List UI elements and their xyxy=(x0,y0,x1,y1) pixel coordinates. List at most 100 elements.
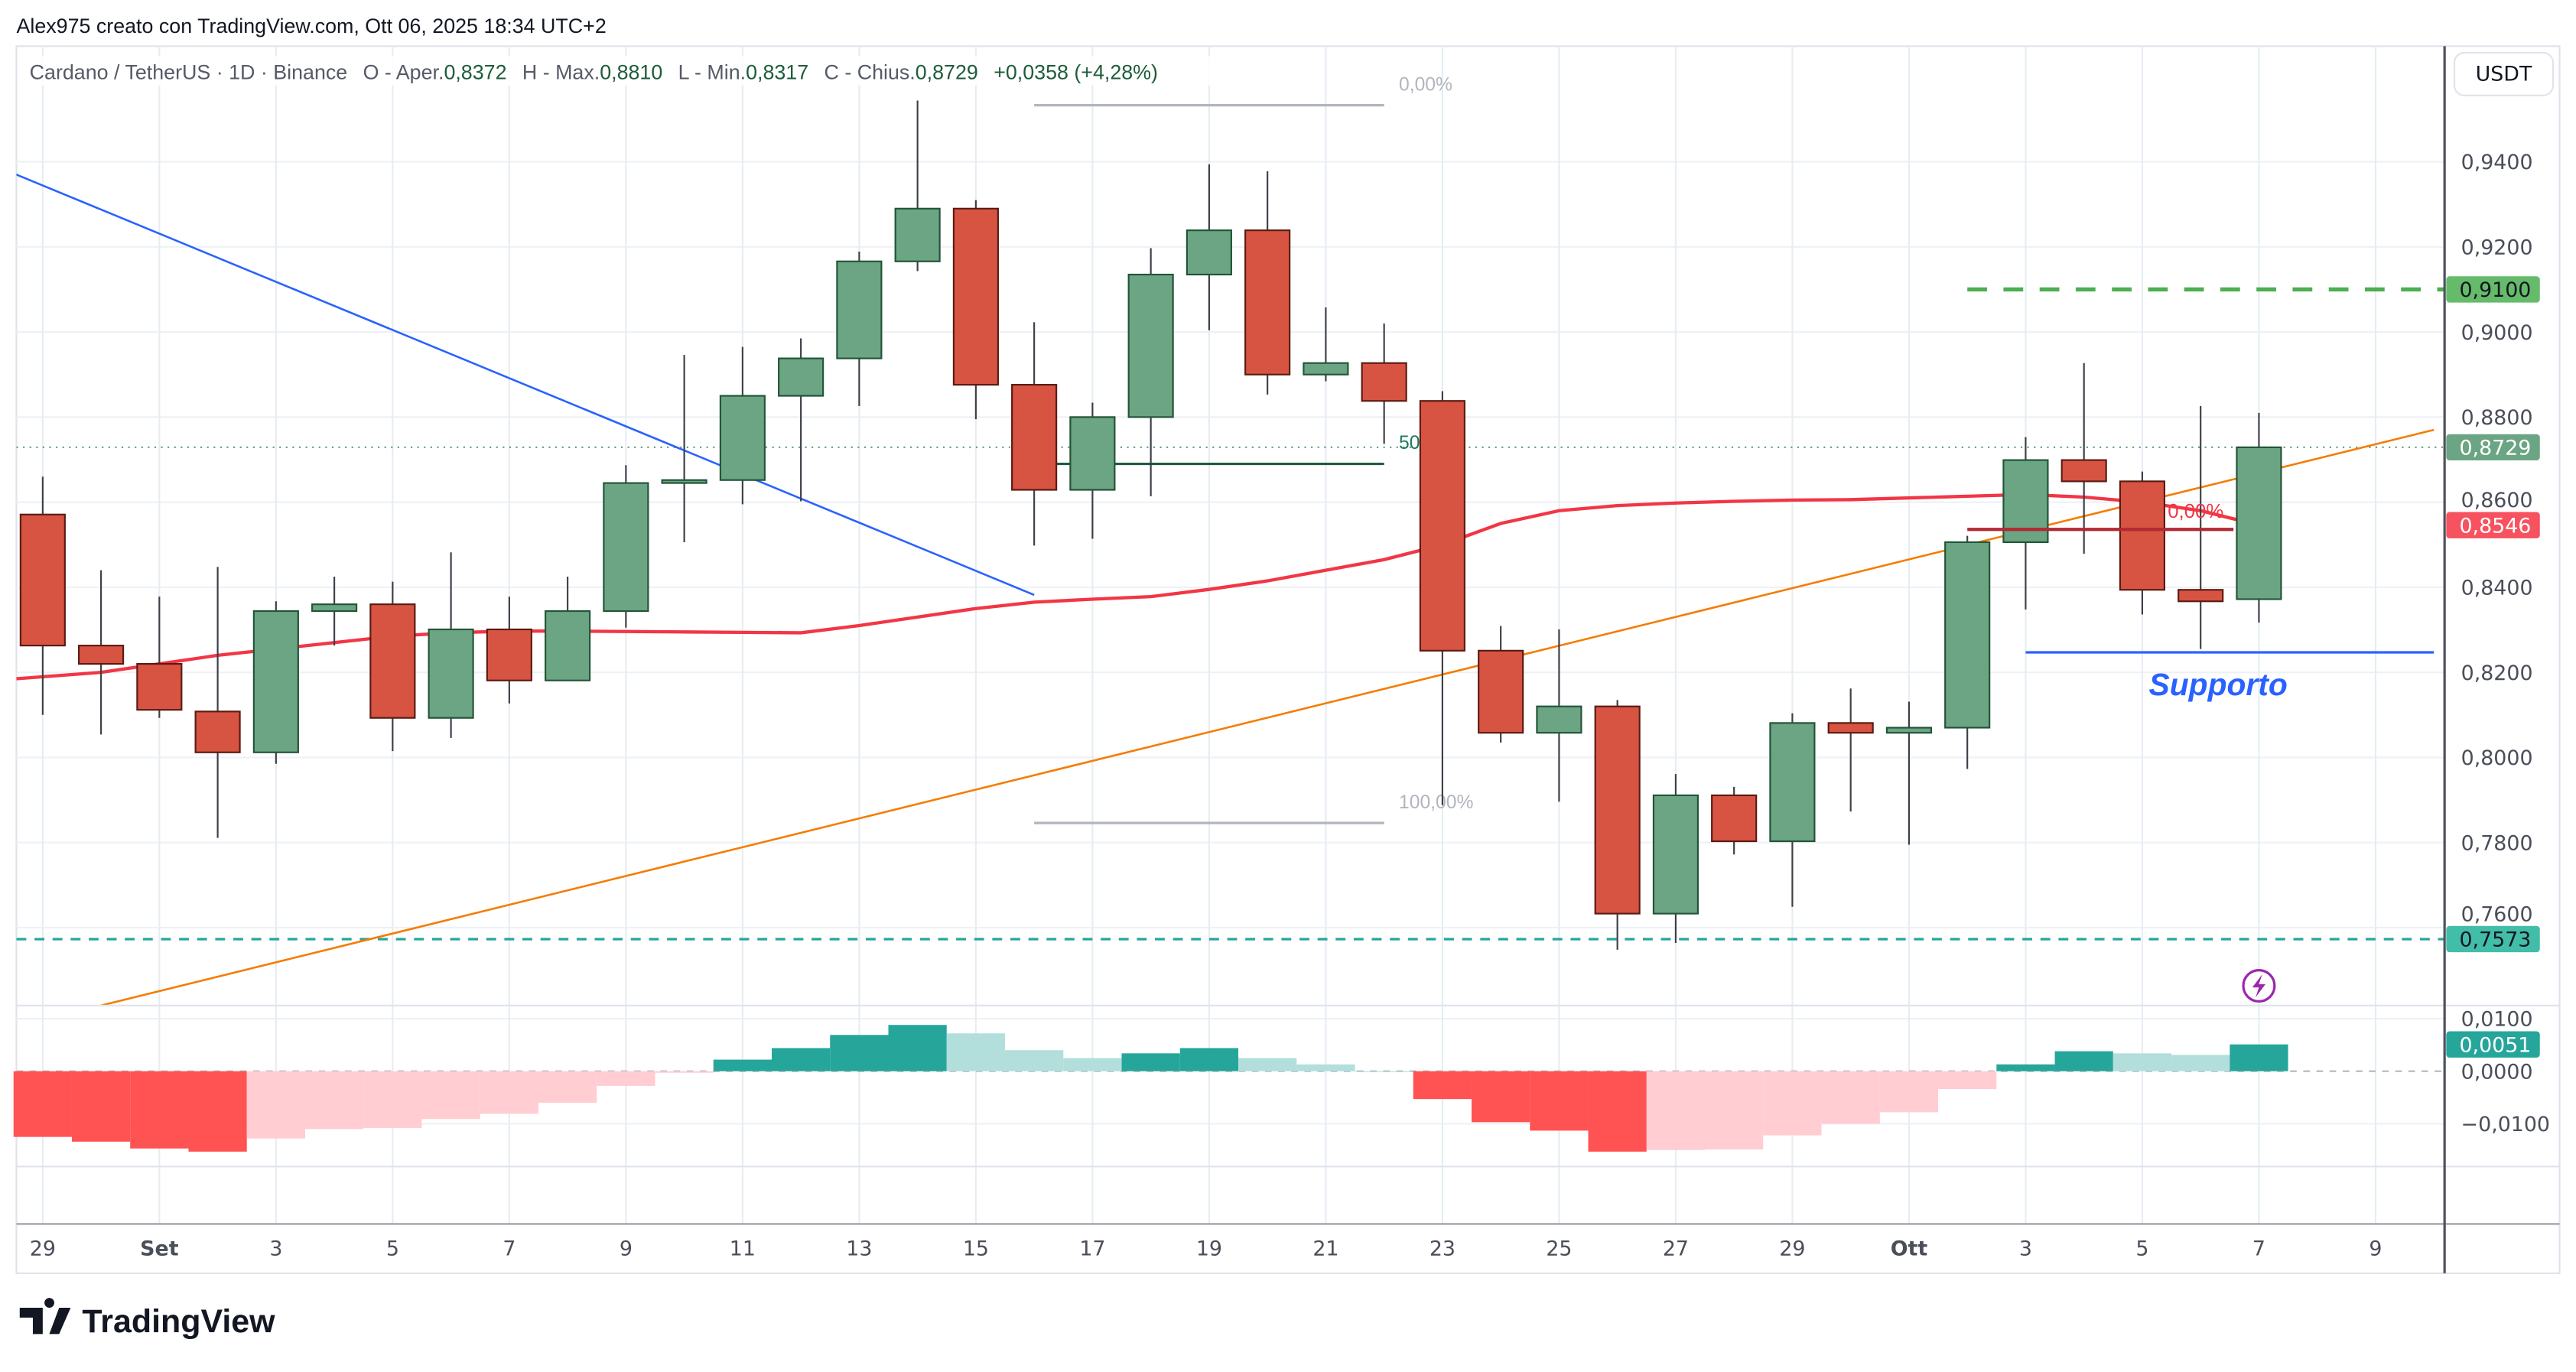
time-label: 19 xyxy=(1196,1237,1222,1260)
time-label: Ott xyxy=(1891,1237,1928,1260)
candle xyxy=(2236,412,2282,623)
candle xyxy=(661,355,707,542)
candle xyxy=(2060,363,2107,554)
candle-body-down xyxy=(1419,400,1465,652)
candle xyxy=(428,552,474,738)
candle xyxy=(1594,700,1641,950)
candle-body-down xyxy=(1011,384,1058,491)
candle xyxy=(603,465,649,628)
histogram-bar xyxy=(421,1071,480,1120)
histogram-bar xyxy=(480,1071,538,1114)
price-tick-label: 0,7600 xyxy=(2461,902,2533,926)
time-label: 5 xyxy=(386,1237,399,1260)
time-label: Set xyxy=(140,1237,179,1260)
histogram-bar xyxy=(655,1071,714,1073)
price-axis[interactable]: 0,9400 0,9200 0,9000 0,8800 0,8600 0,8400 0,82… xyxy=(2446,151,2550,1136)
time-axis[interactable]: 29 Set 3 5 7 9 11 13 15 17 19 21 23 25 27 29 Ott 3 5 7 9 xyxy=(30,1237,2382,1260)
histogram-bar xyxy=(1879,1071,1939,1113)
time-label: 3 xyxy=(269,1237,282,1260)
price-badge-bg xyxy=(2446,276,2540,303)
candle-body-down xyxy=(136,662,183,711)
candle xyxy=(311,576,358,646)
candle xyxy=(1419,391,1465,805)
chart-frame xyxy=(15,45,2561,1274)
histogram-bar xyxy=(1238,1058,1297,1071)
price-tick-label: 0,8000 xyxy=(2461,746,2533,770)
time-label: 7 xyxy=(503,1237,516,1260)
candle-body-up xyxy=(1769,722,1816,843)
histogram-bar xyxy=(1121,1053,1180,1071)
candle xyxy=(1186,164,1232,330)
oscillator-pane xyxy=(13,1025,2445,1152)
candle xyxy=(1885,701,1932,845)
candle xyxy=(1069,402,1116,539)
time-label: 15 xyxy=(963,1237,989,1260)
price-badge: 0,9100 xyxy=(2446,276,2540,303)
blue-trendline[interactable] xyxy=(0,161,1035,597)
time-label: 9 xyxy=(2369,1237,2382,1260)
histogram-bar xyxy=(130,1071,189,1149)
osc-badge-text: 0,0051 xyxy=(2459,1033,2531,1057)
price-tick-label: 0,7800 xyxy=(2461,831,2533,855)
candle-body-down xyxy=(2060,459,2107,483)
candle-body-up xyxy=(1069,416,1116,491)
time-label: 3 xyxy=(2019,1237,2032,1260)
lightning-icon[interactable] xyxy=(2242,968,2276,1003)
candle-body-down xyxy=(194,710,241,753)
price-badge: 0,7573 xyxy=(2446,925,2540,953)
histogram-bar xyxy=(1355,1071,1413,1072)
time-label: 5 xyxy=(2135,1237,2148,1260)
histogram-bar xyxy=(1996,1064,2055,1071)
candle-body-up xyxy=(1885,727,1932,734)
osc-tick-label: −0,0100 xyxy=(2461,1113,2550,1136)
candle xyxy=(19,476,66,715)
histogram-bar xyxy=(363,1071,422,1128)
price-tick-label: 0,8800 xyxy=(2461,406,2533,430)
tradingview-logo[interactable]: TradingView xyxy=(19,1298,275,1340)
candle-body-up xyxy=(778,357,825,397)
time-label: 13 xyxy=(846,1237,872,1260)
candle-body-up xyxy=(1127,273,1174,418)
candle-body-up xyxy=(661,479,707,484)
histogram-bar xyxy=(2054,1051,2113,1071)
candle-body-up xyxy=(836,260,883,359)
histogram-bar xyxy=(304,1071,364,1130)
candle-body-down xyxy=(952,207,999,386)
candle-body-down xyxy=(1478,649,1524,734)
candle-body-down xyxy=(1244,229,1291,376)
candle xyxy=(1536,629,1582,802)
fib-label: 0,00% xyxy=(1399,74,1452,95)
candle xyxy=(1361,323,1407,444)
price-badge-text: 0,9100 xyxy=(2459,278,2531,302)
price-badge-bg xyxy=(2446,925,2540,953)
candle-body-up xyxy=(894,207,941,262)
candle-body-up xyxy=(1303,362,1349,376)
candle-body-up xyxy=(603,482,649,613)
histogram-bar xyxy=(1063,1058,1122,1071)
candle xyxy=(1769,713,1816,907)
price-tick-label: 0,9000 xyxy=(2461,321,2533,345)
currency-label: USDT xyxy=(2476,62,2532,86)
currency-button[interactable]: USDT xyxy=(2453,51,2555,96)
histogram-bar xyxy=(1472,1071,1530,1123)
histogram-bar xyxy=(1646,1071,1706,1150)
drawings-front[interactable]: 0,00% Supporto xyxy=(1967,501,2435,702)
red-level-label: 0,00% xyxy=(2168,501,2223,522)
price-tick-label: 0,9200 xyxy=(2461,236,2533,260)
candle xyxy=(1011,322,1058,546)
candle xyxy=(1652,774,1699,943)
candle-body-down xyxy=(2178,589,2224,603)
candle xyxy=(1944,535,1991,769)
candle xyxy=(194,567,241,838)
candle xyxy=(136,597,183,718)
price-badge: 0,8729 xyxy=(2446,434,2540,461)
histogram-bar xyxy=(2113,1053,2172,1071)
histogram-bar xyxy=(1179,1048,1239,1071)
candle xyxy=(545,576,591,681)
support-label[interactable]: Supporto xyxy=(2149,667,2288,702)
osc-tick-label: 0,0000 xyxy=(2461,1060,2533,1084)
price-tick-label: 0,9400 xyxy=(2461,151,2533,174)
price-tick-label: 0,8600 xyxy=(2461,489,2533,512)
time-label: 29 xyxy=(1779,1237,1805,1260)
